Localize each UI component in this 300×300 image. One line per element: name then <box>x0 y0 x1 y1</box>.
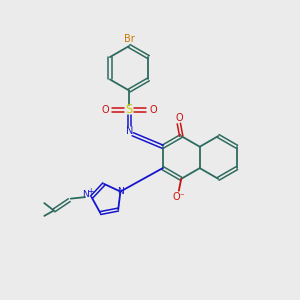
Text: O: O <box>149 105 157 115</box>
Text: S: S <box>125 103 133 116</box>
Text: +: + <box>87 187 93 196</box>
Text: O⁻: O⁻ <box>172 192 185 202</box>
Text: Br: Br <box>124 34 135 44</box>
Text: N: N <box>82 190 88 199</box>
Text: O: O <box>175 113 183 124</box>
Text: N: N <box>125 126 133 136</box>
Text: N: N <box>117 187 124 196</box>
Text: O: O <box>102 105 109 115</box>
